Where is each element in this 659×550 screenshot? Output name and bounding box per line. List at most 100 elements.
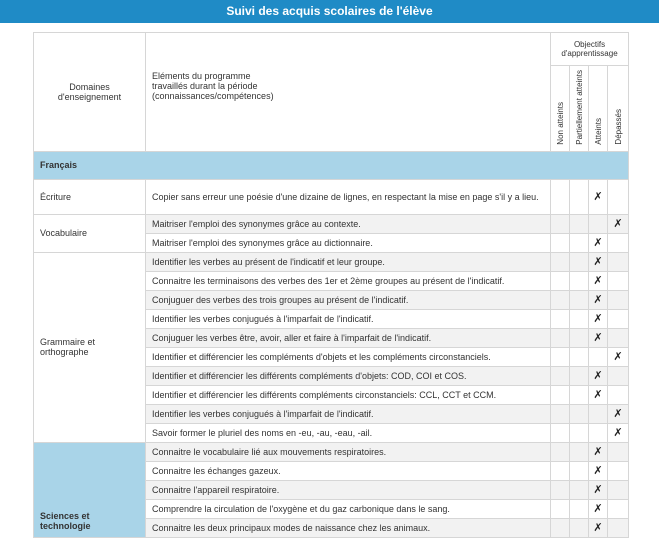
mark-cell	[550, 422, 570, 443]
mark-cell	[550, 498, 570, 519]
page-title: Suivi des acquis scolaires de l'élève	[0, 0, 659, 23]
mark-cell: ✗	[606, 403, 630, 424]
mark-cell	[606, 441, 630, 462]
mark-cell	[550, 384, 570, 405]
domain-cell: Vocabulaire	[33, 213, 146, 253]
table-row: Écriture Copier sans erreur une poésie d'…	[33, 178, 630, 215]
mark-cell: ✗	[606, 213, 630, 234]
check-mark: ✗	[593, 389, 603, 402]
mark-cell: ✗	[588, 251, 608, 272]
table-row: Identifier les verbes conjugués à l'impa…	[34, 403, 630, 424]
check-mark: ✗	[593, 256, 603, 269]
mark-cell	[550, 251, 570, 272]
level-label: Partiellement atteints	[574, 70, 584, 145]
mark-cell	[550, 289, 570, 310]
table-row: Identifier et différencier les différent…	[34, 384, 630, 405]
mark-cell: ✗	[606, 422, 630, 443]
check-mark: ✗	[593, 503, 603, 516]
mark-cell	[569, 327, 589, 348]
section-heading: Français	[32, 150, 630, 180]
mark-cell: ✗	[588, 441, 608, 462]
tracking-table: Domaines d'enseignement Eléments du prog…	[32, 32, 630, 538]
mark-cell	[569, 479, 589, 500]
mark-cell	[569, 403, 589, 424]
mark-cell	[569, 422, 589, 443]
mark-cell: ✗	[606, 346, 630, 367]
mark-cell: ✗	[588, 498, 608, 519]
element-cell: Identifier les verbes conjugués à l'impa…	[145, 403, 551, 424]
element-cell: Identifier et différencier les différent…	[145, 384, 551, 405]
mark-cell	[550, 365, 570, 386]
domain-cell: Écriture	[33, 178, 146, 215]
mark-cell	[606, 232, 630, 253]
element-cell: Savoir former le pluriel des noms en -eu…	[145, 422, 551, 443]
mark-cell: ✗	[588, 270, 608, 291]
mark-cell: ✗	[588, 479, 608, 500]
check-mark: ✗	[613, 218, 623, 231]
mark-cell	[550, 232, 570, 253]
table-row: Sciences et technologie Connaitre le voca…	[33, 441, 630, 538]
element-cell: Copier sans erreur une poésie d'une diza…	[145, 178, 551, 215]
mark-cell	[550, 178, 570, 215]
level-label: Atteints	[593, 118, 603, 145]
element-cell: Connaitre l'appareil respiratoire.	[145, 479, 551, 500]
mark-cell	[606, 384, 630, 405]
level-header: Atteints	[588, 65, 608, 152]
check-mark: ✗	[593, 370, 603, 383]
element-cell: Identifier et différencier les différent…	[145, 365, 551, 386]
mark-cell	[550, 460, 570, 481]
mark-cell	[606, 365, 630, 386]
mark-cell: ✗	[588, 178, 608, 215]
mark-cell	[606, 498, 630, 519]
table-row: Grammaire et orthographe Identifier les v…	[33, 251, 630, 443]
element-cell: Identifier les verbes au présent de l'in…	[145, 251, 551, 272]
check-mark: ✗	[593, 275, 603, 288]
mark-cell	[569, 289, 589, 310]
mark-cell	[550, 346, 570, 367]
mark-cell	[569, 178, 589, 215]
element-cell: Comprendre la circulation de l'oxygène e…	[145, 498, 551, 519]
mark-cell	[588, 346, 608, 367]
mark-cell	[569, 270, 589, 291]
element-cell: Identifier et différencier les complémen…	[145, 346, 551, 367]
mark-cell	[569, 384, 589, 405]
mark-cell	[588, 213, 608, 234]
mark-cell	[606, 460, 630, 481]
mark-cell	[606, 289, 630, 310]
mark-cell	[569, 460, 589, 481]
mark-cell: ✗	[588, 308, 608, 329]
mark-cell	[550, 327, 570, 348]
mark-cell	[569, 308, 589, 329]
table-row: Identifier et différencier les différent…	[34, 365, 630, 386]
mark-cell: ✗	[588, 517, 608, 538]
element-cell: Identifier les verbes conjugués à l'impa…	[145, 308, 551, 329]
mark-cell: ✗	[588, 232, 608, 253]
mark-cell	[569, 441, 589, 462]
mark-cell	[550, 479, 570, 500]
level-label: Dépassés	[613, 109, 623, 145]
mark-cell	[550, 308, 570, 329]
element-cell: Conjuguer des verbes des trois groupes a…	[145, 289, 551, 310]
mark-cell	[569, 251, 589, 272]
mark-cell	[606, 517, 630, 538]
elements-header: Eléments du programme travaillés durant …	[145, 32, 551, 152]
mark-cell	[606, 251, 630, 272]
table-row: Identifier et différencier les complémen…	[34, 346, 630, 367]
mark-cell	[550, 441, 570, 462]
mark-cell	[606, 308, 630, 329]
check-mark: ✗	[593, 191, 603, 204]
level-header: Non atteints	[550, 65, 570, 152]
mark-cell: ✗	[588, 327, 608, 348]
mark-cell	[569, 365, 589, 386]
section-row: Français	[32, 150, 630, 180]
mark-cell: ✗	[588, 289, 608, 310]
mark-cell	[550, 403, 570, 424]
check-mark: ✗	[613, 408, 623, 421]
mark-cell	[569, 498, 589, 519]
element-cell: Maitriser l'emploi des synonymes grâce a…	[145, 213, 551, 234]
level-header: Partiellement atteints	[569, 65, 589, 152]
check-mark: ✗	[593, 332, 603, 345]
mark-cell	[550, 270, 570, 291]
mark-cell	[606, 479, 630, 500]
